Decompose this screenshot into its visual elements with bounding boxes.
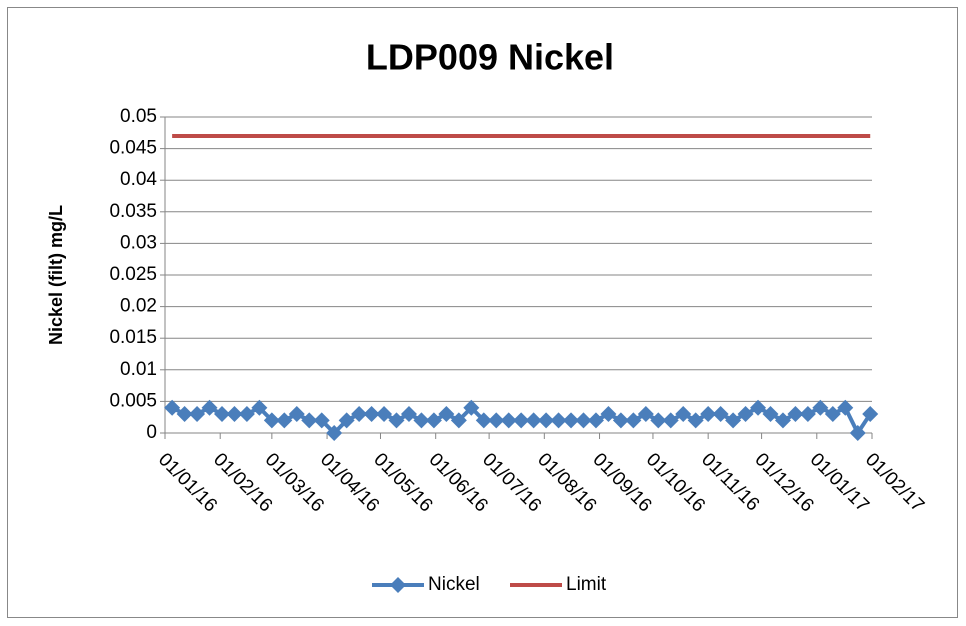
marker (750, 399, 767, 416)
marker (637, 406, 654, 423)
marker (612, 412, 629, 429)
marker (201, 399, 218, 416)
marker (213, 406, 230, 423)
marker (837, 399, 854, 416)
y-tick-label: 0.02 (120, 296, 157, 317)
marker (463, 399, 480, 416)
marker (762, 406, 779, 423)
marker (313, 412, 330, 429)
marker (725, 412, 742, 429)
marker (288, 406, 305, 423)
marker (563, 412, 580, 429)
marker (587, 412, 604, 429)
y-tick-label: 0.04 (120, 169, 157, 190)
marker (675, 406, 692, 423)
marker (799, 406, 816, 423)
marker (662, 412, 679, 429)
y-axis-label: Nickel (filt) mg/L (46, 205, 66, 345)
y-tick-label: 0.05 (120, 106, 157, 127)
marker (226, 406, 243, 423)
marker (513, 412, 530, 429)
marker (849, 425, 866, 441)
marker (413, 412, 430, 429)
marker (525, 412, 542, 429)
legend-label: Limit (566, 574, 607, 595)
marker (263, 412, 280, 429)
marker (550, 412, 567, 429)
marker (326, 425, 343, 441)
marker (700, 406, 717, 423)
marker (351, 406, 368, 423)
marker (438, 406, 455, 423)
marker (787, 406, 804, 423)
y-tick-label: 0.025 (109, 264, 157, 285)
y-tick-label: 0.03 (120, 232, 157, 253)
y-tick-label: 0.045 (109, 138, 157, 159)
y-tick-label: 0.015 (109, 327, 157, 348)
marker (600, 406, 617, 423)
marker (376, 406, 393, 423)
marker (338, 412, 355, 429)
legend-marker (390, 577, 406, 593)
chart-frame (7, 7, 958, 618)
marker (238, 406, 255, 423)
marker (824, 406, 841, 423)
marker (189, 406, 206, 423)
marker (276, 412, 293, 429)
marker (425, 412, 442, 429)
marker (475, 412, 492, 429)
marker (363, 406, 380, 423)
marker (774, 412, 791, 429)
y-tick-label: 0.035 (109, 201, 157, 222)
marker (301, 412, 318, 429)
marker (712, 406, 729, 423)
marker (400, 406, 417, 423)
y-tick-label: 0.01 (120, 359, 157, 380)
marker (862, 406, 879, 423)
marker (687, 412, 704, 429)
marker (575, 412, 592, 429)
marker (488, 412, 505, 429)
marker (650, 412, 667, 429)
legend-label: Nickel (428, 574, 480, 595)
marker (625, 412, 642, 429)
marker (450, 412, 467, 429)
marker (164, 399, 181, 416)
marker (500, 412, 517, 429)
y-tick-label: 0.005 (109, 390, 157, 411)
y-tick-label: 0 (146, 422, 157, 443)
marker (812, 399, 829, 416)
marker (251, 399, 268, 416)
chart-title: LDP009 Nickel (366, 37, 614, 78)
marker (737, 406, 754, 423)
marker (388, 412, 405, 429)
marker (538, 412, 555, 429)
marker (176, 406, 193, 423)
